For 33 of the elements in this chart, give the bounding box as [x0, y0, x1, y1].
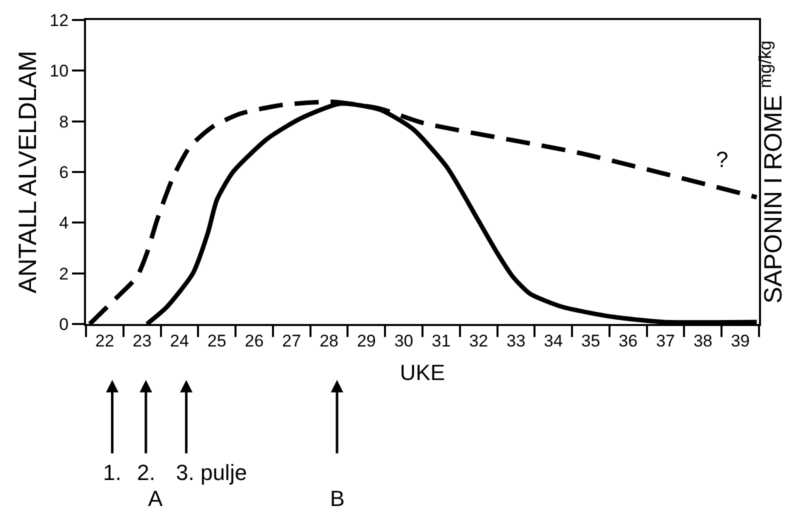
x-tick-label: 39 — [730, 331, 750, 350]
x-tick-label: 37 — [656, 331, 675, 350]
x-tick-label: 38 — [693, 331, 712, 350]
x-tick-label: 33 — [506, 331, 526, 350]
x-tick-label: 24 — [170, 331, 189, 350]
y-tick-label: 8 — [59, 112, 69, 132]
y-tick-label: 2 — [59, 264, 69, 284]
x-tick-label: 23 — [132, 331, 152, 350]
text: 1. — [103, 460, 122, 485]
annotation: ? — [716, 147, 728, 172]
x-tick-label: 29 — [356, 331, 376, 350]
text: B — [330, 486, 345, 509]
x-tick-label: 28 — [320, 331, 338, 350]
x-tick-label: 31 — [432, 331, 451, 350]
y-tick-label: 12 — [50, 10, 69, 30]
x-tick-label: 36 — [618, 331, 638, 350]
text: 3. pulje — [176, 460, 247, 485]
y-tick-label: 10 — [50, 62, 69, 81]
x-tick-label: 34 — [544, 331, 563, 350]
y-axis-title: ANTALL ALVELDLAM — [14, 50, 42, 294]
y-tick-label: 0 — [59, 314, 69, 334]
text: A — [148, 486, 163, 509]
x-tick-label: 32 — [469, 331, 488, 350]
x-tick-label: 27 — [282, 331, 302, 350]
text: 2. — [137, 460, 156, 485]
x-tick-label: 26 — [244, 331, 264, 350]
x-tick-label: 22 — [95, 331, 114, 350]
x-axis-title: UKE — [400, 360, 446, 385]
x-tick-label: 30 — [394, 331, 414, 350]
y-tick-label: 4 — [59, 214, 69, 233]
x-tick-label: 35 — [581, 331, 600, 350]
x-tick-label: 25 — [207, 331, 226, 350]
y-tick-label: 6 — [59, 162, 69, 182]
